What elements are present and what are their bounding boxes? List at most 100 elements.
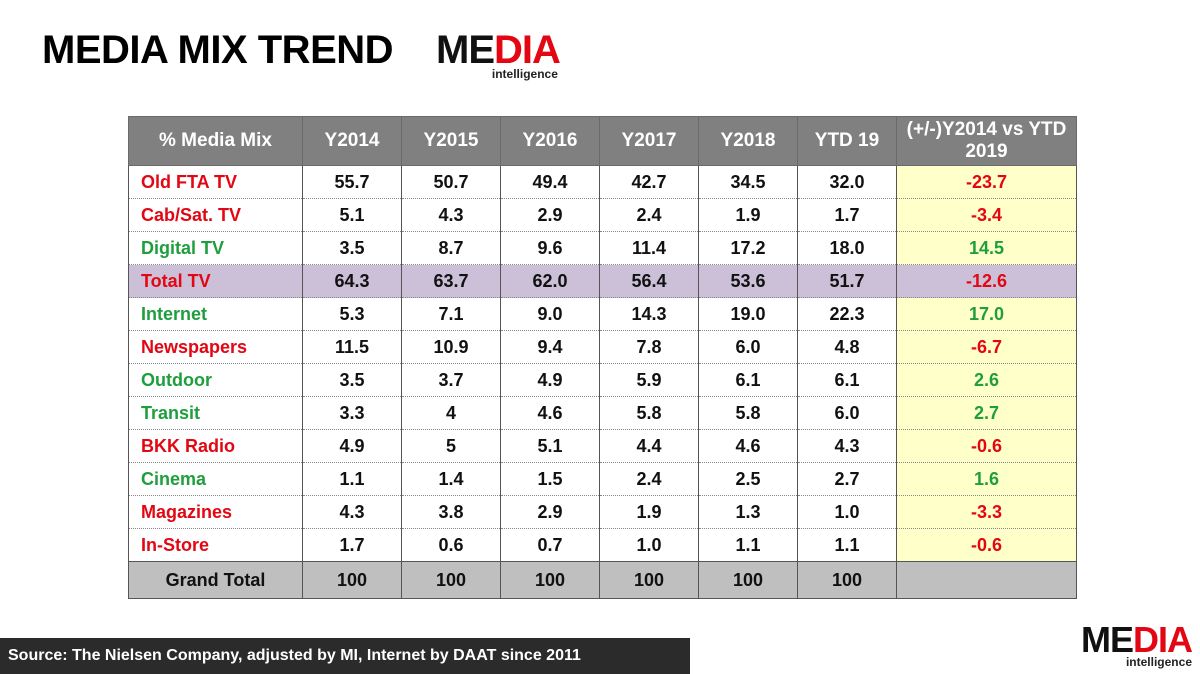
value-cell: 6.0 [797, 396, 897, 430]
value-cell: 8.7 [401, 231, 501, 265]
change-cell: 17.0 [896, 297, 1077, 331]
value-cell: 4 [401, 396, 501, 430]
value-cell: 64.3 [302, 264, 402, 298]
value-cell: 3.3 [302, 396, 402, 430]
value-cell: 1.1 [797, 528, 897, 562]
value-cell: 2.4 [599, 462, 699, 496]
value-cell: 3.8 [401, 495, 501, 529]
value-cell: 1.5 [500, 462, 600, 496]
value-cell: 4.3 [302, 495, 402, 529]
column-header: YTD 19 [797, 116, 897, 166]
change-cell: -6.7 [896, 330, 1077, 364]
table-row: Transit 3.3 4 4.6 5.8 5.8 6.0 2.7 [128, 396, 1077, 430]
value-cell: 3.5 [302, 231, 402, 265]
change-cell [896, 561, 1077, 599]
value-cell: 18.0 [797, 231, 897, 265]
value-cell: 5.8 [698, 396, 798, 430]
value-cell: 5.3 [302, 297, 402, 331]
row-label: Magazines [128, 495, 303, 529]
value-cell: 53.6 [698, 264, 798, 298]
row-label: Cinema [128, 462, 303, 496]
value-cell: 4.8 [797, 330, 897, 364]
value-cell: 49.4 [500, 165, 600, 199]
value-cell: 1.7 [797, 198, 897, 232]
column-header: Y2017 [599, 116, 699, 166]
value-cell: 5.8 [599, 396, 699, 430]
row-label: Transit [128, 396, 303, 430]
value-cell: 6.1 [698, 363, 798, 397]
value-cell: 34.5 [698, 165, 798, 199]
change-cell: -3.3 [896, 495, 1077, 529]
value-cell: 32.0 [797, 165, 897, 199]
value-cell: 1.7 [302, 528, 402, 562]
change-cell: 2.7 [896, 396, 1077, 430]
table-row: Cab/Sat. TV 5.1 4.3 2.9 2.4 1.9 1.7 -3.4 [128, 198, 1077, 232]
table-row: BKK Radio 4.9 5 5.1 4.4 4.6 4.3 -0.6 [128, 429, 1077, 463]
value-cell: 50.7 [401, 165, 501, 199]
value-cell: 5.1 [302, 198, 402, 232]
value-cell: 19.0 [698, 297, 798, 331]
value-cell: 42.7 [599, 165, 699, 199]
value-cell: 3.7 [401, 363, 501, 397]
value-cell: 9.0 [500, 297, 600, 331]
value-cell: 17.2 [698, 231, 798, 265]
value-cell: 4.3 [401, 198, 501, 232]
row-label: In-Store [128, 528, 303, 562]
column-header: Y2014 [302, 116, 402, 166]
value-cell: 9.4 [500, 330, 600, 364]
row-label: Internet [128, 297, 303, 331]
source-note: Source: The Nielsen Company, adjusted by… [0, 638, 690, 674]
value-cell: 5.1 [500, 429, 600, 463]
value-cell: 1.1 [698, 528, 798, 562]
row-label: Grand Total [128, 561, 303, 599]
change-cell: -12.6 [896, 264, 1077, 298]
column-header: Y2015 [401, 116, 501, 166]
change-cell: -23.7 [896, 165, 1077, 199]
value-cell: 5.9 [599, 363, 699, 397]
value-cell: 2.5 [698, 462, 798, 496]
value-cell: 4.9 [302, 429, 402, 463]
value-cell: 11.5 [302, 330, 402, 364]
column-header: % Media Mix [128, 116, 303, 166]
value-cell: 3.5 [302, 363, 402, 397]
value-cell: 100 [302, 561, 402, 599]
change-cell: 1.6 [896, 462, 1077, 496]
value-cell: 1.0 [797, 495, 897, 529]
table-row: Total TV 64.3 63.7 62.0 56.4 53.6 51.7 -12.6 [128, 264, 1077, 298]
value-cell: 100 [401, 561, 501, 599]
value-cell: 0.6 [401, 528, 501, 562]
value-cell: 4.6 [500, 396, 600, 430]
column-header: Y2016 [500, 116, 600, 166]
table-row: Magazines 4.3 3.8 2.9 1.9 1.3 1.0 -3.3 [128, 495, 1077, 529]
value-cell: 10.9 [401, 330, 501, 364]
value-cell: 100 [500, 561, 600, 599]
value-cell: 1.3 [698, 495, 798, 529]
value-cell: 100 [698, 561, 798, 599]
row-label: Total TV [128, 264, 303, 298]
value-cell: 6.0 [698, 330, 798, 364]
value-cell: 4.4 [599, 429, 699, 463]
value-cell: 51.7 [797, 264, 897, 298]
value-cell: 9.6 [500, 231, 600, 265]
value-cell: 4.3 [797, 429, 897, 463]
row-label: BKK Radio [128, 429, 303, 463]
value-cell: 100 [797, 561, 897, 599]
table-row: In-Store 1.7 0.6 0.7 1.0 1.1 1.1 -0.6 [128, 528, 1077, 562]
value-cell: 56.4 [599, 264, 699, 298]
change-cell: 2.6 [896, 363, 1077, 397]
value-cell: 4.9 [500, 363, 600, 397]
row-label: Outdoor [128, 363, 303, 397]
value-cell: 22.3 [797, 297, 897, 331]
row-label: Cab/Sat. TV [128, 198, 303, 232]
page-title: MEDIA MIX TREND [42, 28, 394, 72]
table-row: Internet 5.3 7.1 9.0 14.3 19.0 22.3 17.0 [128, 297, 1077, 331]
value-cell: 1.1 [302, 462, 402, 496]
value-cell: 2.9 [500, 198, 600, 232]
column-header: (+/-)Y2014 vs YTD 2019 [896, 116, 1077, 166]
row-label: Newspapers [128, 330, 303, 364]
value-cell: 63.7 [401, 264, 501, 298]
value-cell: 6.1 [797, 363, 897, 397]
table-row: Cinema 1.1 1.4 1.5 2.4 2.5 2.7 1.6 [128, 462, 1077, 496]
change-cell: -0.6 [896, 429, 1077, 463]
table-row: Newspapers 11.5 10.9 9.4 7.8 6.0 4.8 -6.7 [128, 330, 1077, 364]
